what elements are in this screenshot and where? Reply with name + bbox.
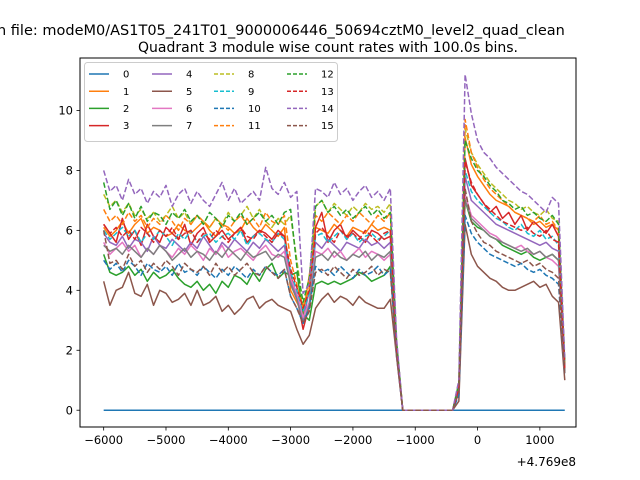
y-tick-label: 10	[58, 104, 73, 118]
x-tick-label: 1000	[525, 433, 554, 447]
series-line-6	[103, 193, 566, 411]
y-tick-label: 6	[66, 224, 73, 238]
series-line-7	[103, 199, 566, 411]
legend-label-14: 14	[321, 104, 334, 115]
figure-suptitle: n file: modeM0/AS1T05_241T01_9000006446_…	[0, 23, 565, 39]
y-tick-label: 0	[66, 403, 73, 417]
legend-frame	[84, 62, 338, 142]
legend-label-13: 13	[321, 87, 334, 98]
series-line-13	[103, 160, 566, 411]
series-line-5	[102, 223, 566, 411]
y-tick-label: 8	[66, 164, 73, 178]
series-line-14	[102, 73, 566, 411]
y-tick-label: 2	[66, 343, 73, 357]
axes-frame	[79, 57, 577, 428]
legend-label-11: 11	[248, 121, 261, 132]
legend-label-3: 3	[123, 121, 129, 132]
series-line-10	[103, 214, 566, 411]
legend-label-4: 4	[186, 70, 192, 81]
legend-label-7: 7	[186, 121, 192, 132]
series-line-11	[103, 118, 566, 411]
x-axis: −6000 −5000 −4000 −3000 −2000 −1000 0 1000	[84, 427, 554, 447]
legend-label-6: 6	[186, 104, 192, 115]
y-tick-label: 4	[66, 284, 73, 298]
chart-title: Quadrant 3 module wise count rates with …	[138, 40, 518, 56]
x-axis-offset-label: +4.769e8	[517, 455, 576, 469]
legend-label-9: 9	[248, 87, 254, 98]
legend-label-12: 12	[321, 70, 334, 81]
x-tick-label: −1000	[396, 433, 435, 447]
x-tick-label: −5000	[147, 433, 186, 447]
x-tick-label: −2000	[333, 433, 372, 447]
legend-label-10: 10	[248, 104, 261, 115]
x-tick-label: −3000	[271, 433, 310, 447]
series-line-4	[103, 175, 566, 411]
plot-area	[102, 73, 566, 411]
series-line-12	[102, 139, 566, 411]
x-tick-label: 0	[474, 433, 481, 447]
legend-label-15: 15	[321, 121, 334, 132]
x-tick-label: −4000	[209, 433, 248, 447]
series-line-9	[103, 169, 566, 411]
legend-label-1: 1	[123, 87, 129, 98]
legend-label-0: 0	[123, 70, 129, 81]
x-tick-label: −6000	[84, 433, 123, 447]
legend-label-2: 2	[123, 104, 129, 115]
legend-label-8: 8	[248, 70, 254, 81]
y-axis: 0 2 4 6 8 10	[58, 104, 80, 417]
legend-label-5: 5	[186, 87, 192, 98]
